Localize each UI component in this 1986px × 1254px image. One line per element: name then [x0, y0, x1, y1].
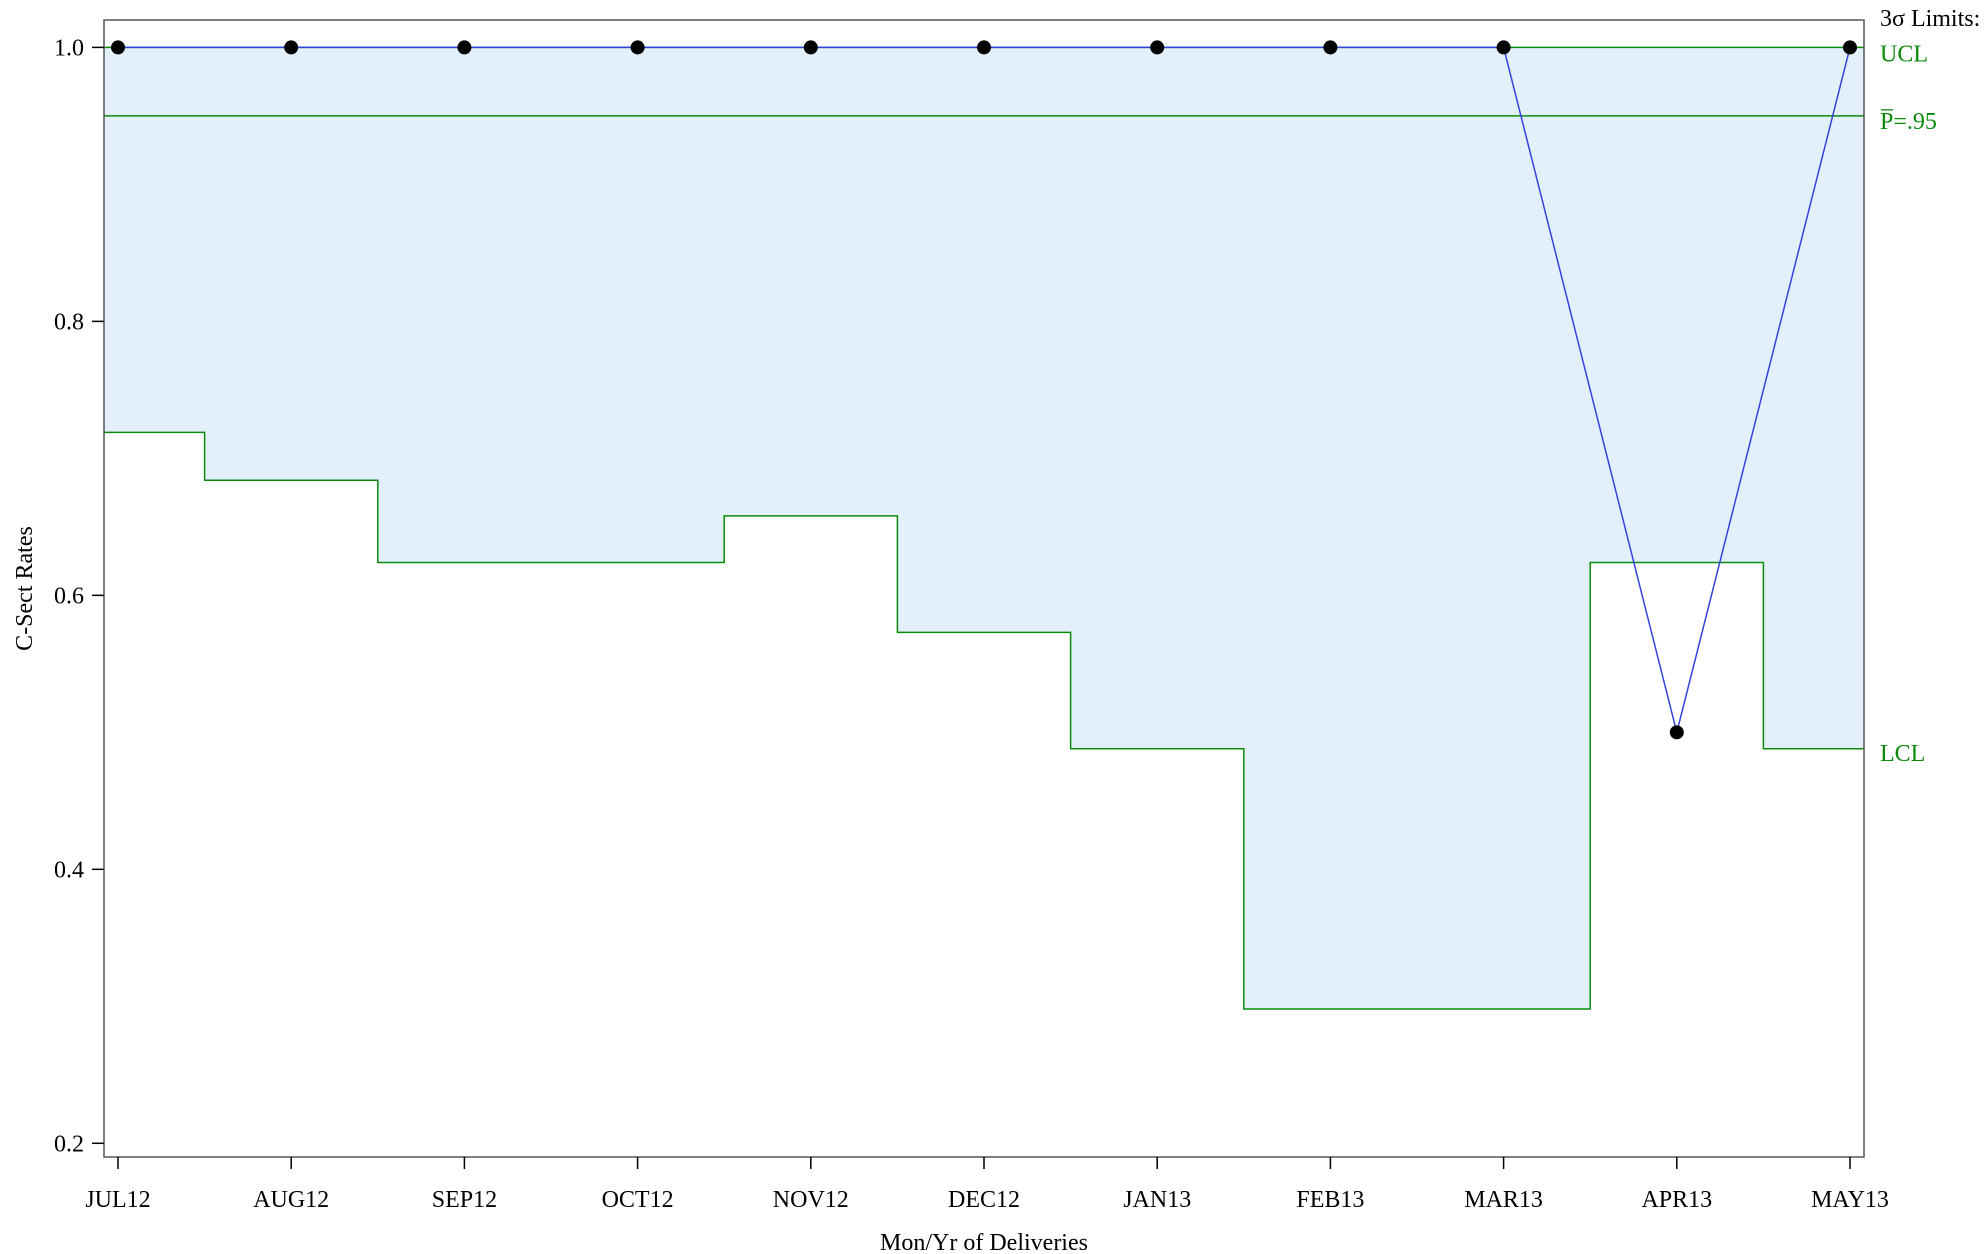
data-point-jul12 — [111, 40, 125, 55]
ucl-label: UCL — [1880, 41, 1928, 67]
x-tick-label: NOV12 — [773, 1187, 849, 1213]
x-tick-label: MAR13 — [1464, 1187, 1543, 1213]
data-points — [111, 40, 1857, 740]
y-tick-label: 0.6 — [54, 583, 84, 609]
x-tick-label: FEB13 — [1296, 1187, 1364, 1213]
data-point-dec12 — [977, 40, 991, 55]
x-tick-label: SEP12 — [432, 1187, 497, 1213]
data-point-apr13 — [1669, 725, 1684, 740]
x-axis: JUL12 AUG12 SEP12 OCT12 NOV12 DEC12 JAN13 FEB13… — [85, 1157, 1889, 1213]
x-tick-label: JUL12 — [85, 1187, 150, 1213]
lcl-line — [104, 431, 1864, 1010]
lcl-label: LCL — [1880, 741, 1925, 767]
y-axis-label: C-Sect Rates — [12, 526, 38, 651]
data-point-nov12 — [803, 40, 818, 55]
y-tick-label: 0.4 — [54, 857, 84, 883]
data-point-feb13 — [1323, 40, 1338, 55]
y-axis: 0.2 0.4 0.6 0.8 1.0 — [54, 35, 104, 1157]
data-point-jan13 — [1150, 40, 1165, 55]
control-band-fill — [104, 47, 1864, 1010]
limits-legend-title: 3σ Limits: — [1880, 6, 1980, 32]
x-tick-label: JAN13 — [1123, 1187, 1191, 1213]
control-band — [104, 47, 1864, 1010]
data-point-oct12 — [630, 40, 645, 55]
data-point-may13 — [1843, 40, 1857, 55]
data-point-sep12 — [457, 40, 472, 55]
x-tick-label: DEC12 — [948, 1187, 1020, 1213]
y-tick-label: 0.8 — [54, 309, 84, 335]
x-axis-label: Mon/Yr of Deliveries — [880, 1230, 1088, 1254]
data-point-aug12 — [284, 40, 299, 55]
x-tick-label: MAY13 — [1811, 1187, 1889, 1213]
x-tick-label: OCT12 — [602, 1187, 674, 1213]
data-point-mar13 — [1496, 40, 1511, 55]
y-tick-label: 1.0 — [54, 35, 84, 61]
x-tick-label: APR13 — [1641, 1187, 1712, 1213]
center-line-label: P̅=.95 — [1880, 109, 1937, 135]
x-tick-label: AUG12 — [253, 1187, 329, 1213]
y-tick-label: 0.2 — [54, 1131, 84, 1157]
